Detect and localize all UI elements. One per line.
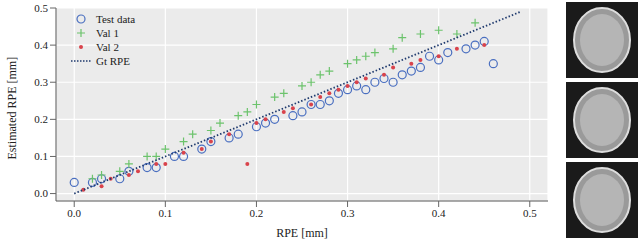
svg-text:0.3: 0.3 — [34, 76, 48, 88]
svg-text:0.1: 0.1 — [34, 150, 48, 162]
svg-text:Estimated RPE [mm]: Estimated RPE [mm] — [8, 57, 19, 160]
svg-text:RPE [mm]: RPE [mm] — [276, 226, 328, 240]
svg-text:0.1: 0.1 — [158, 207, 172, 219]
svg-text:0.0: 0.0 — [34, 187, 48, 199]
svg-text:0.0: 0.0 — [67, 207, 81, 219]
svg-text:0.4: 0.4 — [432, 207, 446, 219]
svg-text:0.5: 0.5 — [34, 2, 48, 14]
html-text:Val 2: Val 2 — [96, 41, 119, 53]
html-text:Test data: Test data — [96, 13, 136, 25]
html-text:Val 1: Val 1 — [96, 27, 119, 39]
html-text:Gt RPE: Gt RPE — [96, 55, 130, 67]
svg-text:0.5: 0.5 — [523, 207, 537, 219]
svg-text:0.2: 0.2 — [250, 207, 264, 219]
svg-text:0.2: 0.2 — [34, 113, 48, 125]
svg-text:0.4: 0.4 — [34, 39, 48, 51]
svg-text:0.3: 0.3 — [341, 207, 355, 219]
